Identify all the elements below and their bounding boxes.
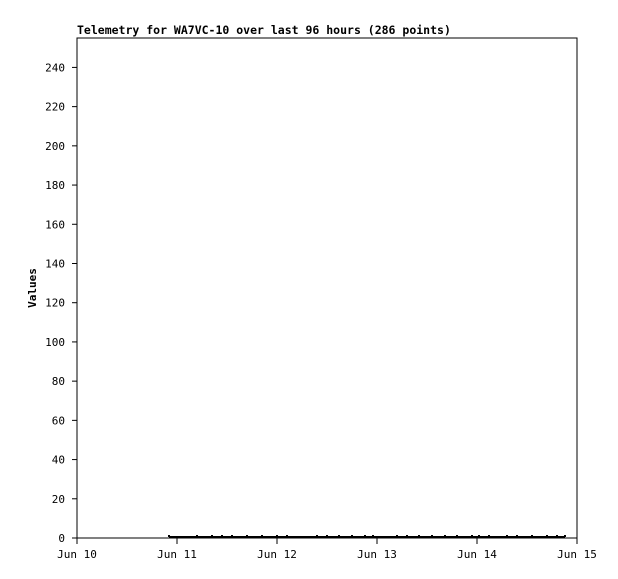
data-point	[471, 535, 473, 537]
y-tick-label: 100	[45, 336, 65, 349]
data-point	[546, 535, 548, 537]
data-point	[488, 535, 490, 537]
data-point	[418, 535, 420, 537]
data-point	[531, 535, 533, 537]
x-tick-label: Jun 14	[457, 548, 497, 561]
y-tick-label: 40	[52, 454, 65, 467]
data-point	[516, 535, 518, 537]
data-point	[506, 535, 508, 537]
data-point	[364, 535, 366, 537]
data-point	[231, 535, 233, 537]
x-tick-label: Jun 15	[557, 548, 597, 561]
data-point	[221, 535, 223, 537]
x-tick-label: Jun 13	[357, 548, 397, 561]
data-point	[406, 535, 408, 537]
data-point	[196, 535, 198, 537]
data-point	[286, 535, 288, 537]
y-tick-label: 140	[45, 257, 65, 270]
y-axis-label: Values	[26, 268, 39, 308]
y-tick-label: 180	[45, 179, 65, 192]
data-point	[168, 535, 170, 537]
data-point	[276, 535, 278, 537]
y-tick-label: 60	[52, 414, 65, 427]
data-point	[478, 535, 480, 537]
y-tick-label: 200	[45, 140, 65, 153]
y-tick-label: 80	[52, 375, 65, 388]
data-point	[444, 535, 446, 537]
x-tick-label: Jun 12	[257, 548, 297, 561]
y-tick-label: 240	[45, 61, 65, 74]
y-tick-label: 220	[45, 101, 65, 114]
chart-title: Telemetry for WA7VC-10 over last 96 hour…	[77, 23, 451, 37]
y-tick-label: 160	[45, 218, 65, 231]
data-point	[351, 535, 353, 537]
data-point	[431, 535, 433, 537]
plot-frame	[76, 37, 578, 539]
data-point	[326, 535, 328, 537]
y-tick-label: 20	[52, 493, 65, 506]
data-point	[316, 535, 318, 537]
data-point	[246, 535, 248, 537]
data-point	[338, 535, 340, 537]
y-tick-label: 0	[58, 532, 65, 545]
data-point	[456, 535, 458, 537]
data-point	[372, 535, 374, 537]
data-point	[261, 535, 263, 537]
x-tick-label: Jun 10	[57, 548, 97, 561]
data-point	[564, 535, 566, 537]
data-point	[211, 535, 213, 537]
y-tick-label: 120	[45, 297, 65, 310]
x-tick-label: Jun 11	[157, 548, 197, 561]
data-point	[556, 535, 558, 537]
data-point	[396, 535, 398, 537]
